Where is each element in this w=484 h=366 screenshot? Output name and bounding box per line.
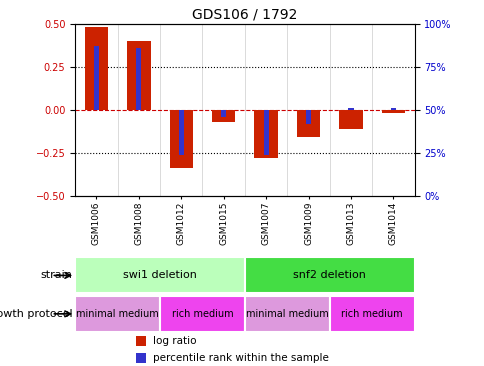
Bar [263, 110, 268, 154]
Text: swi1 deletion: swi1 deletion [123, 270, 197, 280]
Bar [254, 110, 277, 158]
Bar [160, 296, 244, 332]
Text: growth protocol: growth protocol [0, 309, 73, 319]
Bar [348, 108, 353, 110]
Bar [136, 48, 141, 110]
Title: GDS106 / 1792: GDS106 / 1792 [192, 7, 297, 21]
Bar [381, 110, 404, 113]
Bar [212, 110, 235, 122]
Bar [305, 110, 310, 124]
Bar [136, 336, 146, 346]
Text: snf2 deletion: snf2 deletion [293, 270, 365, 280]
Text: rich medium: rich medium [341, 309, 402, 319]
Bar [339, 110, 362, 129]
Bar [244, 296, 329, 332]
Text: minimal medium: minimal medium [245, 309, 328, 319]
Bar [75, 296, 160, 332]
Bar [296, 110, 319, 137]
Bar [329, 296, 414, 332]
Text: minimal medium: minimal medium [76, 309, 159, 319]
Bar [136, 353, 146, 363]
Bar [244, 257, 414, 294]
Text: log ratio: log ratio [153, 336, 197, 346]
Text: percentile rank within the sample: percentile rank within the sample [153, 353, 329, 363]
Text: strain: strain [41, 270, 73, 280]
Bar [178, 110, 183, 154]
Bar [390, 108, 395, 110]
Bar [127, 41, 150, 110]
Bar [85, 27, 108, 110]
Bar [221, 110, 226, 117]
Bar [75, 257, 244, 294]
Bar [93, 46, 99, 110]
Text: rich medium: rich medium [171, 309, 233, 319]
Bar [169, 110, 193, 168]
